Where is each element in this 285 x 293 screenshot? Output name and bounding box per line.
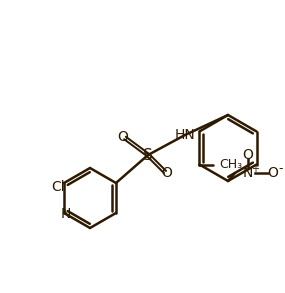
Text: N: N: [61, 207, 71, 221]
Text: +: +: [251, 164, 259, 174]
Text: O: O: [243, 148, 253, 162]
Text: O: O: [268, 166, 278, 180]
Text: N: N: [243, 166, 253, 180]
Text: O: O: [118, 130, 129, 144]
Text: S: S: [143, 147, 153, 163]
Text: -: -: [279, 163, 283, 176]
Text: CH₃: CH₃: [219, 158, 243, 171]
Text: Cl: Cl: [51, 180, 65, 194]
Text: HN: HN: [175, 128, 196, 142]
Text: O: O: [162, 166, 172, 180]
